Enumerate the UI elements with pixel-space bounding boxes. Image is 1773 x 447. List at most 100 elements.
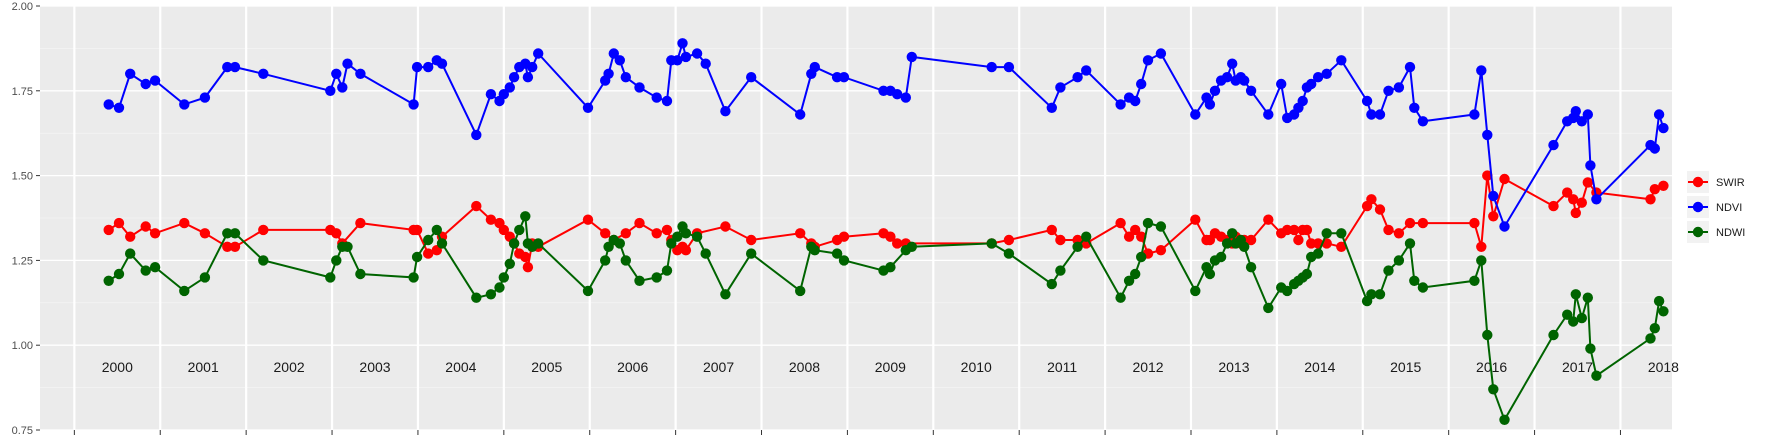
legend: SWIR NDVI NDWI [1687, 171, 1745, 243]
data-point-swir [1568, 194, 1579, 205]
year-label: 2011 [1047, 359, 1077, 375]
data-point-ndwi [620, 255, 631, 266]
data-point-swir [1576, 197, 1588, 208]
data-point-swir [1476, 241, 1487, 252]
data-point-ndvi [337, 82, 348, 93]
data-point-ndvi [672, 55, 683, 66]
data-point-ndvi [408, 99, 419, 110]
data-point-ndvi [986, 61, 997, 73]
data-point-ndwi [1366, 289, 1377, 300]
data-point-ndwi [1115, 292, 1126, 303]
year-label: 2002 [274, 359, 305, 375]
data-point-ndwi [342, 241, 353, 252]
data-point-ndvi [355, 68, 366, 80]
data-point-ndvi [1585, 160, 1596, 171]
year-label: 2006 [617, 359, 648, 375]
data-point-ndvi [795, 109, 806, 120]
data-point-swir [720, 221, 731, 232]
data-point-ndwi [199, 272, 211, 283]
data-point-ndwi [691, 231, 703, 242]
data-point-ndwi [1393, 255, 1405, 266]
data-point-ndvi [125, 68, 136, 80]
data-point-ndwi [149, 262, 161, 273]
data-point-ndvi [485, 89, 497, 100]
data-point-swir [1245, 234, 1257, 246]
data-point-ndvi [522, 72, 534, 83]
data-point-ndwi [672, 231, 683, 242]
data-point-ndwi [1245, 262, 1257, 273]
data-point-ndwi [494, 282, 505, 293]
data-point-ndvi [229, 61, 241, 73]
data-point-swir [885, 231, 896, 242]
year-label: 2013 [1218, 359, 1249, 375]
data-point-swir [1570, 207, 1582, 219]
y-tick-label: 1.00 [12, 340, 33, 352]
data-point-ndvi [1482, 129, 1493, 141]
data-point-ndvi [331, 68, 342, 80]
data-point-ndwi [331, 255, 342, 266]
data-point-ndvi [1499, 221, 1510, 232]
data-point-ndvi [1306, 78, 1317, 90]
data-point-ndvi [508, 72, 520, 83]
data-point-swir [1123, 231, 1135, 242]
data-point-swir [1482, 170, 1493, 181]
data-point-swir [838, 231, 850, 242]
data-point-ndvi [1204, 99, 1216, 110]
data-point-ndwi [1582, 292, 1594, 303]
data-point-ndwi [1476, 255, 1487, 266]
data-point-swir [634, 217, 645, 229]
data-point-ndvi [1227, 58, 1238, 69]
legend-label: NDVI [1716, 202, 1742, 214]
year-label: 2018 [1648, 359, 1679, 375]
data-point-ndvi [1374, 109, 1386, 120]
data-point-ndvi [1336, 55, 1347, 66]
data-point-ndvi [700, 58, 711, 69]
data-point-ndwi [533, 238, 544, 249]
data-point-ndvi [1393, 82, 1405, 93]
data-point-ndvi [149, 75, 161, 86]
data-point-ndwi [179, 285, 190, 297]
data-point-ndwi [1263, 302, 1274, 314]
year-label: 2007 [703, 359, 734, 375]
data-point-ndwi [1469, 275, 1480, 286]
data-point-swir [1366, 194, 1377, 205]
data-point-ndvi [1469, 109, 1480, 120]
data-point-ndvi [1488, 190, 1499, 202]
data-point-ndvi [582, 102, 594, 114]
data-point-swir [1130, 224, 1141, 236]
data-point-ndvi [906, 51, 917, 63]
data-point-ndvi [342, 58, 353, 69]
data-point-ndwi [680, 228, 692, 239]
data-point-ndwi [1072, 241, 1083, 252]
data-point-ndvi [1072, 72, 1083, 83]
data-point-ndwi [700, 248, 711, 259]
data-point-ndvi [1190, 109, 1201, 120]
data-point-ndvi [1582, 109, 1594, 120]
data-point-swir [1499, 173, 1510, 185]
data-point-swir [746, 234, 757, 246]
data-point-swir [498, 224, 509, 236]
data-point-ndwi [1204, 268, 1216, 280]
data-point-ndvi [1046, 102, 1058, 114]
data-point-ndwi [1658, 306, 1669, 317]
year-label: 2012 [1132, 359, 1163, 375]
data-point-ndwi [103, 275, 114, 286]
data-point-ndwi [436, 238, 448, 249]
data-point-swir [795, 228, 806, 239]
data-point-ndvi [199, 92, 211, 103]
data-point-ndvi [113, 102, 125, 114]
data-point-ndwi [838, 255, 850, 266]
data-point-ndwi [498, 272, 509, 283]
legend-key-marker [1692, 226, 1704, 238]
data-point-ndvi [1136, 78, 1147, 90]
data-point-swir [520, 251, 531, 263]
data-point-ndvi [651, 92, 662, 103]
data-point-swir [1562, 187, 1573, 198]
data-point-swir [1548, 200, 1559, 212]
data-point-ndvi [1130, 95, 1141, 107]
data-point-ndvi [1366, 109, 1377, 120]
data-point-ndwi [831, 248, 843, 259]
data-point-swir [1263, 214, 1274, 225]
data-point-ndvi [720, 106, 731, 117]
data-point-swir [1582, 177, 1594, 188]
